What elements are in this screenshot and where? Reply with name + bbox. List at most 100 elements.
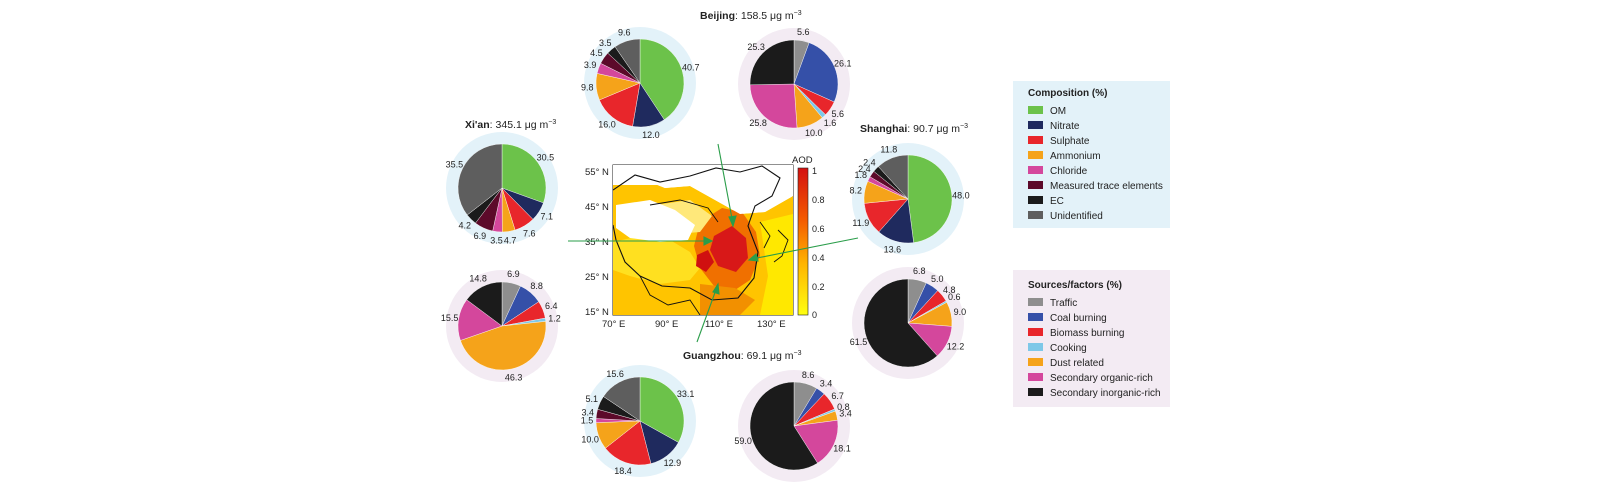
unit-exponent: −3 xyxy=(548,119,556,126)
legend-swatch-ammonium xyxy=(1028,151,1043,159)
pie-value-label: 8.8 xyxy=(530,281,543,291)
colorbar-title: AOD xyxy=(792,155,813,166)
legend-label-coal-burning: Coal burning xyxy=(1050,313,1107,324)
pie-value-label: 1.5 xyxy=(581,416,594,426)
connector-line-guangzhou xyxy=(696,286,718,343)
pie-xi-an-composition: 30.5 7.1 7.6 4.73.56.94.2 35.5 xyxy=(446,132,558,246)
legend-label-dust-related: Dust related xyxy=(1050,358,1104,369)
city-value: 158.5 μg m xyxy=(741,10,794,22)
pie-slice-sulphate xyxy=(599,82,641,127)
city-name: Guangzhou xyxy=(683,350,741,362)
lat-label: 15° N xyxy=(585,307,609,318)
pie-value-label: 25.3 xyxy=(747,42,765,52)
city-name: Xi'an xyxy=(465,119,490,131)
colorbar-tick: 0.8 xyxy=(812,195,825,205)
legend-title: Sources/factors (%) xyxy=(1028,280,1122,291)
pie-value-label: 8.6 xyxy=(802,370,815,380)
pie-value-label: 15.6 xyxy=(606,369,624,379)
pie-value-label: 61.5 xyxy=(850,337,868,347)
pie-xi-an-sources: 6.9 8.86.4 1.2 46.3 15.5 14.8 xyxy=(441,269,561,383)
pie-value-label: 7.1 xyxy=(540,212,553,222)
pie-value-label: 1.6 xyxy=(824,118,837,128)
legend-swatch-secondary-inorganic-rich xyxy=(1028,388,1043,396)
country-border xyxy=(759,221,771,249)
pie-value-label: 3.9 xyxy=(584,60,597,70)
country-border xyxy=(613,165,781,301)
legend-swatch-ec xyxy=(1028,196,1043,204)
pie-value-label: 15.5 xyxy=(441,313,459,323)
pie-value-label: 5.6 xyxy=(832,109,845,119)
pie-value-label: 6.4 xyxy=(545,301,558,311)
city-title-guangzhou: Guangzhou: 69.1 μg m−3 xyxy=(683,350,802,362)
lon-label: 110° E xyxy=(705,319,733,330)
pie-slice-coal-burning xyxy=(793,42,839,103)
pie-value-label: 2.4 xyxy=(863,158,876,168)
pie-value-label: 26.1 xyxy=(834,58,852,68)
pie-value-label: 12.2 xyxy=(947,342,965,352)
pie-value-label: 12.0 xyxy=(642,130,660,140)
pie-shanghai-composition: 48.013.611.98.21.82.42.411.8 xyxy=(849,143,970,255)
pie-slice-secondary-organic-rich xyxy=(749,83,798,129)
pie-value-label: 0.6 xyxy=(948,292,961,302)
pie-slice-unidentified xyxy=(878,154,909,200)
pie-value-label: 0.8 xyxy=(837,402,850,412)
unit-exponent: −3 xyxy=(960,123,968,130)
lat-label: 55° N xyxy=(585,167,609,178)
pie-value-label: 16.0 xyxy=(598,120,616,130)
pie-value-label: 4.7 xyxy=(504,235,517,245)
pie-slice-secondary-inorganic-rich xyxy=(466,281,503,327)
pie-value-label: 3.4 xyxy=(839,409,852,419)
pie-value-label: 3.5 xyxy=(490,236,503,246)
city-name: Shanghai xyxy=(860,123,907,135)
colorbar-tick: 1 xyxy=(812,166,817,176)
pie-slice-unidentified xyxy=(614,38,641,84)
legend-swatch-sulphate xyxy=(1028,136,1043,144)
country-border xyxy=(639,275,701,315)
pie-guangzhou-composition: 33.1 12.9 18.4 10.0 1.53.4 5.1 15.6 xyxy=(581,365,696,477)
legend-swatch-measured-trace-elements xyxy=(1028,181,1043,189)
pie-shanghai-sources: 6.8 5.04.80.6 9.0 12.2 61.5 xyxy=(850,266,966,379)
pie-value-label: 9.8 xyxy=(581,83,594,93)
country-border xyxy=(649,199,719,223)
legend-title: Composition (%) xyxy=(1028,88,1107,99)
pie-value-label: 10.0 xyxy=(581,434,599,444)
city-value: 69.1 μg m xyxy=(747,350,794,362)
pie-value-label: 25.8 xyxy=(749,118,767,128)
pie-value-label: 3.5 xyxy=(599,38,612,48)
arrowhead xyxy=(703,236,714,246)
pie-value-label: 4.5 xyxy=(590,48,603,58)
city-title-xian: Xi'an: 345.1 μg m−3 xyxy=(465,119,556,131)
pie-slice-secondary-inorganic-rich xyxy=(863,278,938,368)
aod-region-sichuan xyxy=(696,250,714,272)
colorbar-tick: 0.4 xyxy=(812,253,825,263)
connector-line-beijing xyxy=(717,143,734,225)
legend-label-chloride: Chloride xyxy=(1050,166,1088,177)
pie-value-label: 6.9 xyxy=(474,231,487,241)
legend-swatch-dust-related xyxy=(1028,358,1043,366)
pie-value-label: 33.1 xyxy=(677,389,695,399)
pie-slice-om xyxy=(907,154,953,243)
legend-label-ec: EC xyxy=(1050,196,1064,207)
aod-field xyxy=(613,165,793,315)
pie-value-label: 3.4 xyxy=(820,379,833,389)
lon-label: 130° E xyxy=(757,319,786,330)
pie-value-label: 10.0 xyxy=(805,128,823,138)
legend-label-cooking: Cooking xyxy=(1050,343,1087,354)
city-name: Beijing xyxy=(700,10,735,22)
aod-region-nodata xyxy=(616,200,695,242)
arrowhead xyxy=(712,282,720,295)
pie-beijing-composition: 40.7 12.0 16.0 9.8 3.9 4.53.5 9.6 xyxy=(581,27,700,140)
pie-value-label: 6.8 xyxy=(913,266,926,276)
colorbar-tick: 0.2 xyxy=(812,282,825,292)
legend-label-secondary-inorganic-rich: Secondary inorganic-rich xyxy=(1050,388,1161,399)
pie-beijing-sources: 5.626.15.61.610.025.825.3 xyxy=(738,27,852,140)
pie-value-label: 6.9 xyxy=(507,269,520,279)
pie-value-label: 4.2 xyxy=(459,221,472,231)
country-border xyxy=(773,229,789,263)
pie-value-label: 30.5 xyxy=(537,153,555,163)
aod-colorbar xyxy=(797,167,809,316)
pie-value-label: 35.5 xyxy=(446,160,464,170)
pie-value-label: 14.8 xyxy=(469,274,487,284)
legend-swatch-coal-burning xyxy=(1028,313,1043,321)
connector-line-shanghai xyxy=(751,237,859,260)
